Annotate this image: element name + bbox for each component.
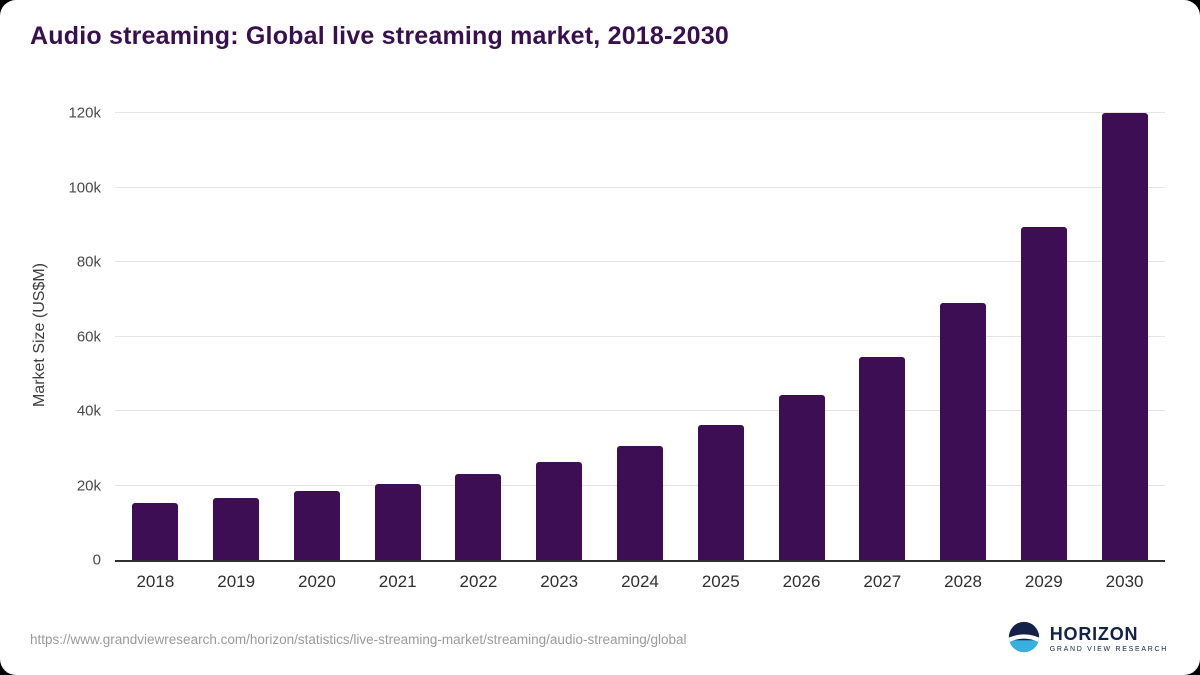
y-tick-label: 40k	[76, 402, 101, 420]
bar-2023	[536, 461, 583, 560]
bar-slot	[519, 113, 600, 560]
footer: https://www.grandviewresearch.com/horizo…	[30, 620, 1168, 659]
bar-slot	[438, 113, 519, 560]
y-tick-label: 100k	[68, 179, 101, 196]
bar-2029	[1020, 226, 1067, 560]
horizon-logo-subtext: GRAND VIEW RESEARCH	[1049, 646, 1168, 654]
bar-2026	[778, 395, 825, 560]
bar-2022	[455, 473, 502, 560]
x-tick-label: 2021	[378, 572, 417, 591]
horizon-logo: HORIZON GRAND VIEW RESEARCH	[1007, 620, 1168, 659]
x-tick-label: 2025	[701, 572, 740, 591]
x-tick-label: 2023	[540, 572, 579, 591]
gridline	[115, 335, 1165, 337]
x-tick-label: 2026	[782, 572, 821, 591]
bar-slot	[357, 113, 438, 560]
bar-2030	[1101, 113, 1148, 560]
gridline	[115, 261, 1165, 263]
y-tick-label: 20k	[76, 477, 101, 495]
bar-slot	[1084, 113, 1165, 560]
x-tick-label: 2030	[1105, 572, 1144, 591]
bar-2020	[293, 490, 340, 560]
y-axis-label: Market Size (US$M)	[31, 262, 48, 408]
y-tick-label: 0	[92, 551, 101, 569]
bar-slot	[761, 113, 842, 560]
x-tick-label: 2022	[459, 572, 498, 591]
x-tick-label: 2019	[217, 572, 256, 591]
bar-slot	[1003, 113, 1084, 560]
bar-2027	[859, 357, 906, 560]
bar-2025	[697, 425, 744, 560]
bar-slot	[923, 113, 1004, 560]
y-tick-label: 80k	[76, 253, 101, 271]
bar-slot	[277, 113, 358, 560]
bar-2028	[940, 303, 987, 560]
plot-area: 0 20k 40k 60k 80k 100k 120k	[68, 106, 1165, 568]
gridline	[115, 410, 1165, 412]
bar-slot	[196, 113, 277, 560]
gridline	[115, 112, 1165, 113]
x-tick-label: 2028	[944, 572, 982, 591]
bar-2021	[374, 483, 421, 560]
x-axis-labels: 2018 2019 2020 2021 2022 2023 2024 2025 2026 2027…	[115, 572, 1165, 592]
bar-slot	[115, 113, 196, 560]
bar-slot	[680, 113, 761, 560]
horizon-logo-icon	[1007, 620, 1041, 659]
y-tick-label: 60k	[76, 328, 101, 345]
page-title: Audio streaming: Global live streaming m…	[30, 22, 729, 50]
bar-2018	[132, 503, 179, 560]
bar-2019	[213, 497, 260, 560]
bar-slot	[842, 113, 923, 560]
horizon-logo-text: HORIZON GRAND VIEW RESEARCH	[1050, 625, 1168, 653]
source-url: https://www.grandviewresearch.com/horizo…	[30, 632, 687, 647]
y-tick-label: 120k	[68, 104, 101, 122]
bar-2024	[616, 445, 663, 560]
x-tick-label: 2020	[298, 572, 336, 591]
horizon-logo-name: HORIZON	[1049, 624, 1139, 645]
bars-container	[115, 113, 1165, 560]
x-tick-label: 2027	[863, 572, 902, 591]
bar-slot	[600, 113, 681, 560]
x-tick-label: 2029	[1024, 572, 1063, 591]
x-tick-label: 2018	[136, 572, 175, 591]
gridline	[115, 186, 1165, 188]
x-tick-label: 2024	[621, 572, 659, 591]
